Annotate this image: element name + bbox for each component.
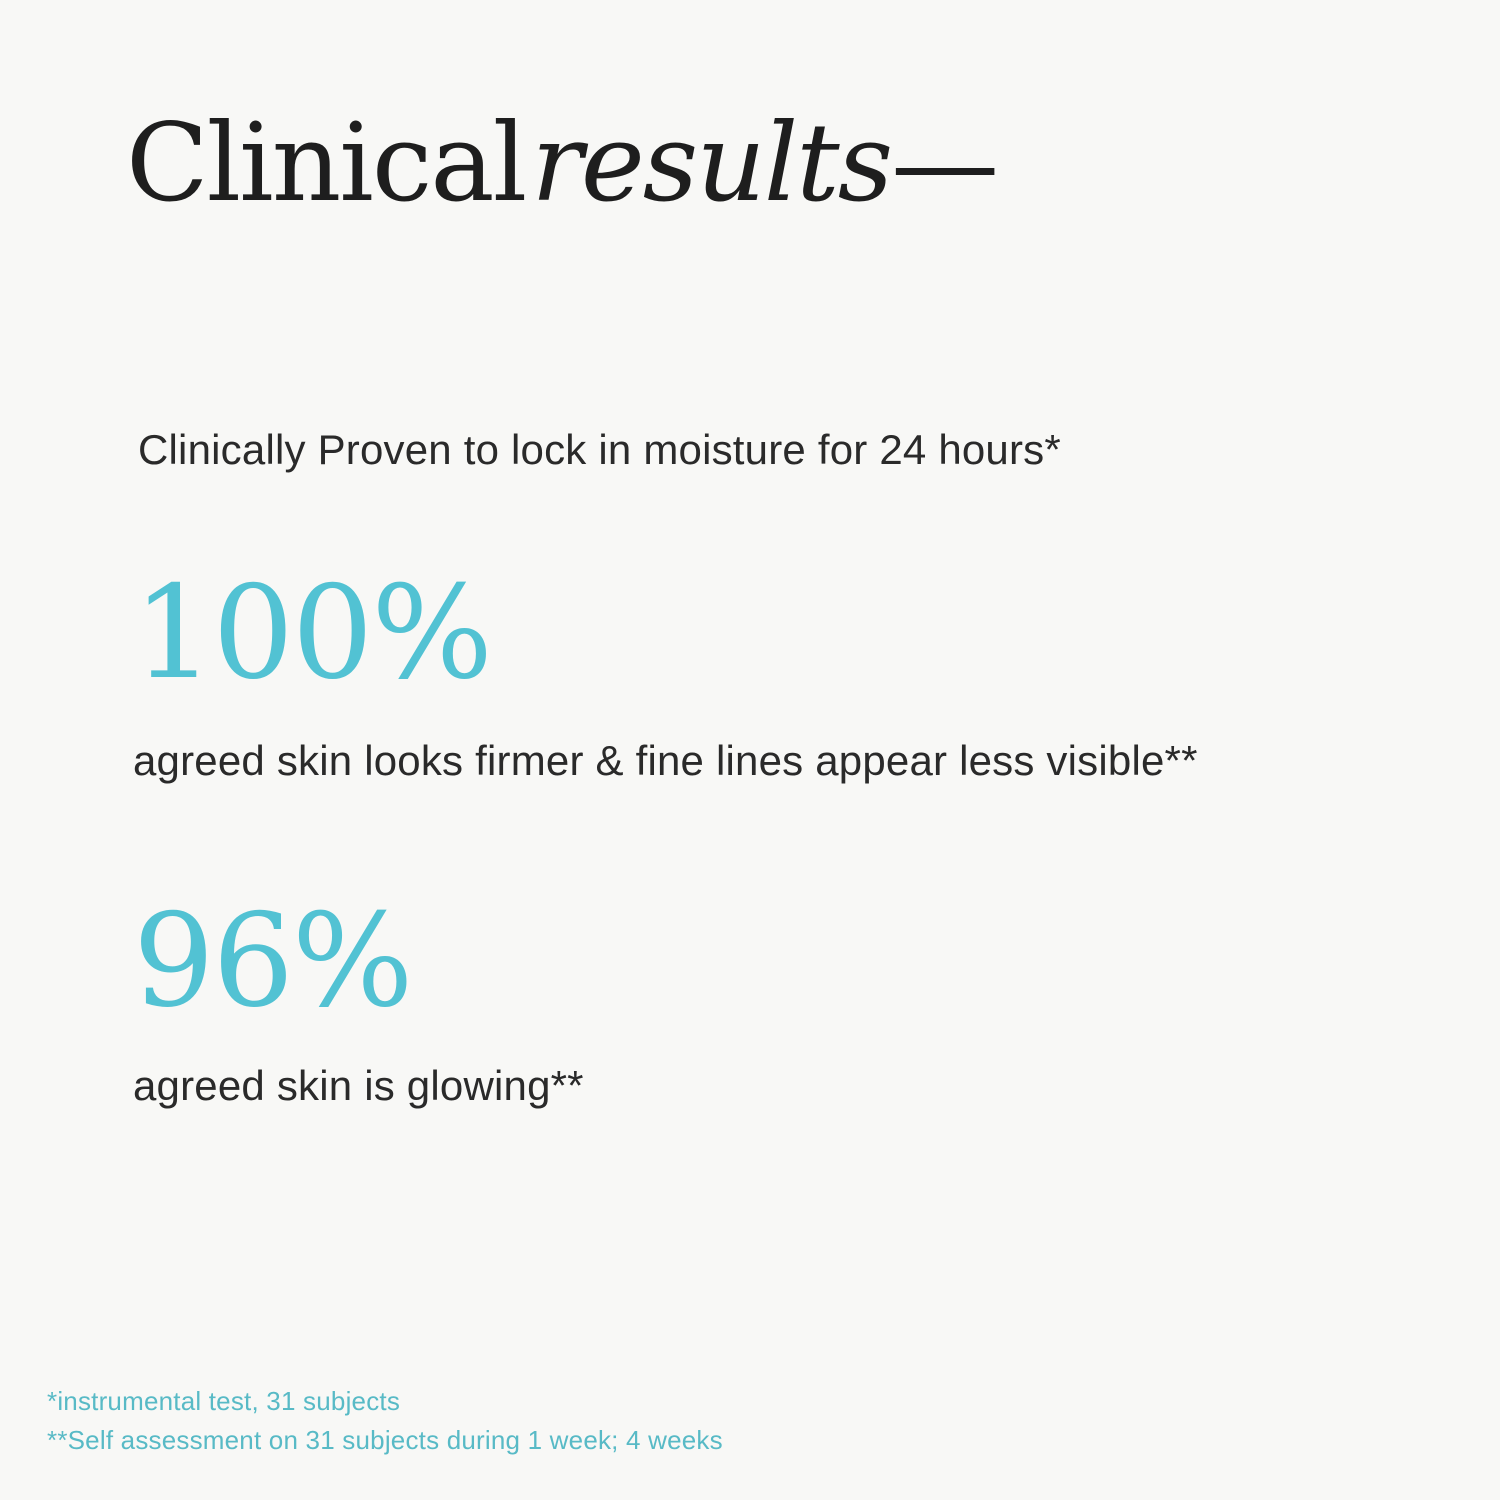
footnote-instrumental-test: *instrumental test, 31 subjects: [47, 1386, 401, 1416]
stat-block-firmness: 100% agreed skin looks firmer & fine lin…: [133, 570, 1198, 788]
page-title-dash: —: [891, 101, 1000, 226]
page-title: Clinicalresults—: [126, 110, 999, 218]
page-title-italic-text: results: [531, 101, 893, 226]
stat-block-glow: 96% agreed skin is glowing**: [133, 898, 584, 1113]
page-title-regular-text: Clinical: [126, 101, 527, 226]
stat-value-glow: 96%: [133, 887, 413, 1036]
stat-value-firmness: 100%: [133, 559, 493, 708]
footnote-self-assessment: **Self assessment on 31 subjects during …: [47, 1425, 723, 1455]
stat-description-glow: agreed skin is glowing**: [133, 1062, 584, 1109]
stat-description-firmness: agreed skin looks firmer & fine lines ap…: [133, 737, 1198, 784]
clinical-claim-subtitle: Clinically Proven to lock in moisture fo…: [138, 426, 1061, 473]
footnotes: *instrumental test, 31 subjects **Self a…: [47, 1382, 723, 1460]
